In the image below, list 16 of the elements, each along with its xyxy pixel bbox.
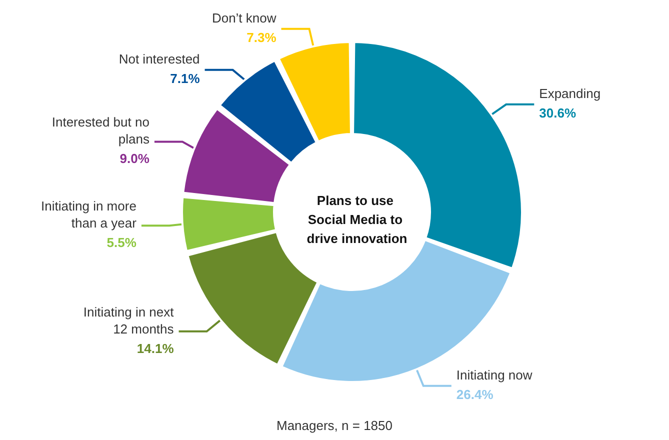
text: Plans to use Social Media to drive innovation	[306, 193, 408, 246]
slice-label: Initiating now	[456, 367, 533, 382]
text: Managers, n = 1850	[276, 418, 392, 433]
data-label: 7.1%	[170, 70, 200, 86]
data-label: 26.4%	[456, 386, 494, 402]
data-label: 7.3%	[246, 30, 277, 45]
slice-label: Interested but no plans	[52, 114, 150, 147]
slice-label: Initiating in next 12 months	[83, 304, 174, 336]
slice-label: Not interested	[118, 51, 200, 66]
data-label: 14.1%	[136, 340, 174, 356]
data-label: 5.5%	[106, 235, 137, 250]
slice-label: Initiating in more than a year	[41, 198, 138, 231]
slice-label: Expanding	[539, 86, 601, 101]
data-label: 9.0%	[120, 151, 150, 166]
slice-label: Don’t know	[212, 10, 277, 26]
data-label: 30.6%	[539, 105, 576, 120]
